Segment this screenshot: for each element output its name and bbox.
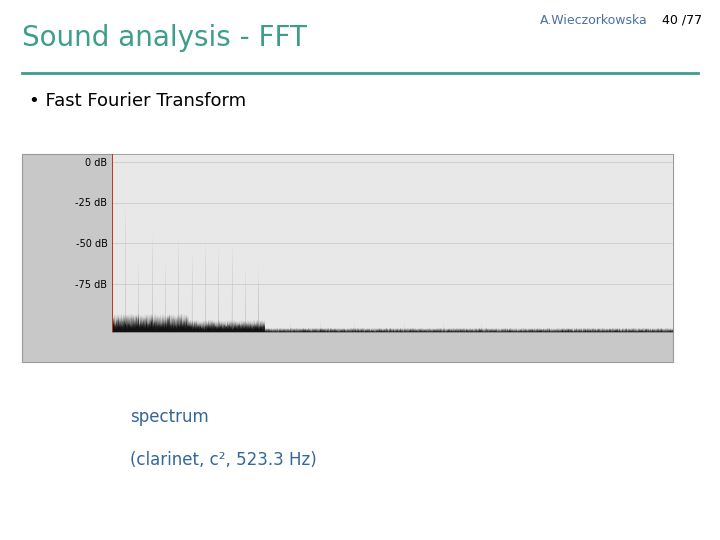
- Text: - 100 dB: - 100 dB: [33, 320, 71, 328]
- Text: 22050 Hz: 22050 Hz: [626, 343, 669, 352]
- Text: 40 /77: 40 /77: [662, 14, 703, 26]
- Text: Sound analysis - FFT: Sound analysis - FFT: [22, 24, 307, 52]
- Text: 11025 Hz: 11025 Hz: [371, 343, 414, 352]
- Text: 16537 Hz: 16537 Hz: [511, 343, 554, 352]
- Text: • Fast Fourier Transform: • Fast Fourier Transform: [29, 92, 246, 110]
- Text: 5512 Hz: 5512 Hz: [233, 343, 271, 352]
- Text: (clarinet, c², 523.3 Hz): (clarinet, c², 523.3 Hz): [130, 451, 316, 469]
- Text: A.Wieczorkowska: A.Wieczorkowska: [540, 14, 648, 26]
- Text: 0 Hz: 0 Hz: [127, 343, 148, 352]
- Text: spectrum: spectrum: [130, 408, 208, 426]
